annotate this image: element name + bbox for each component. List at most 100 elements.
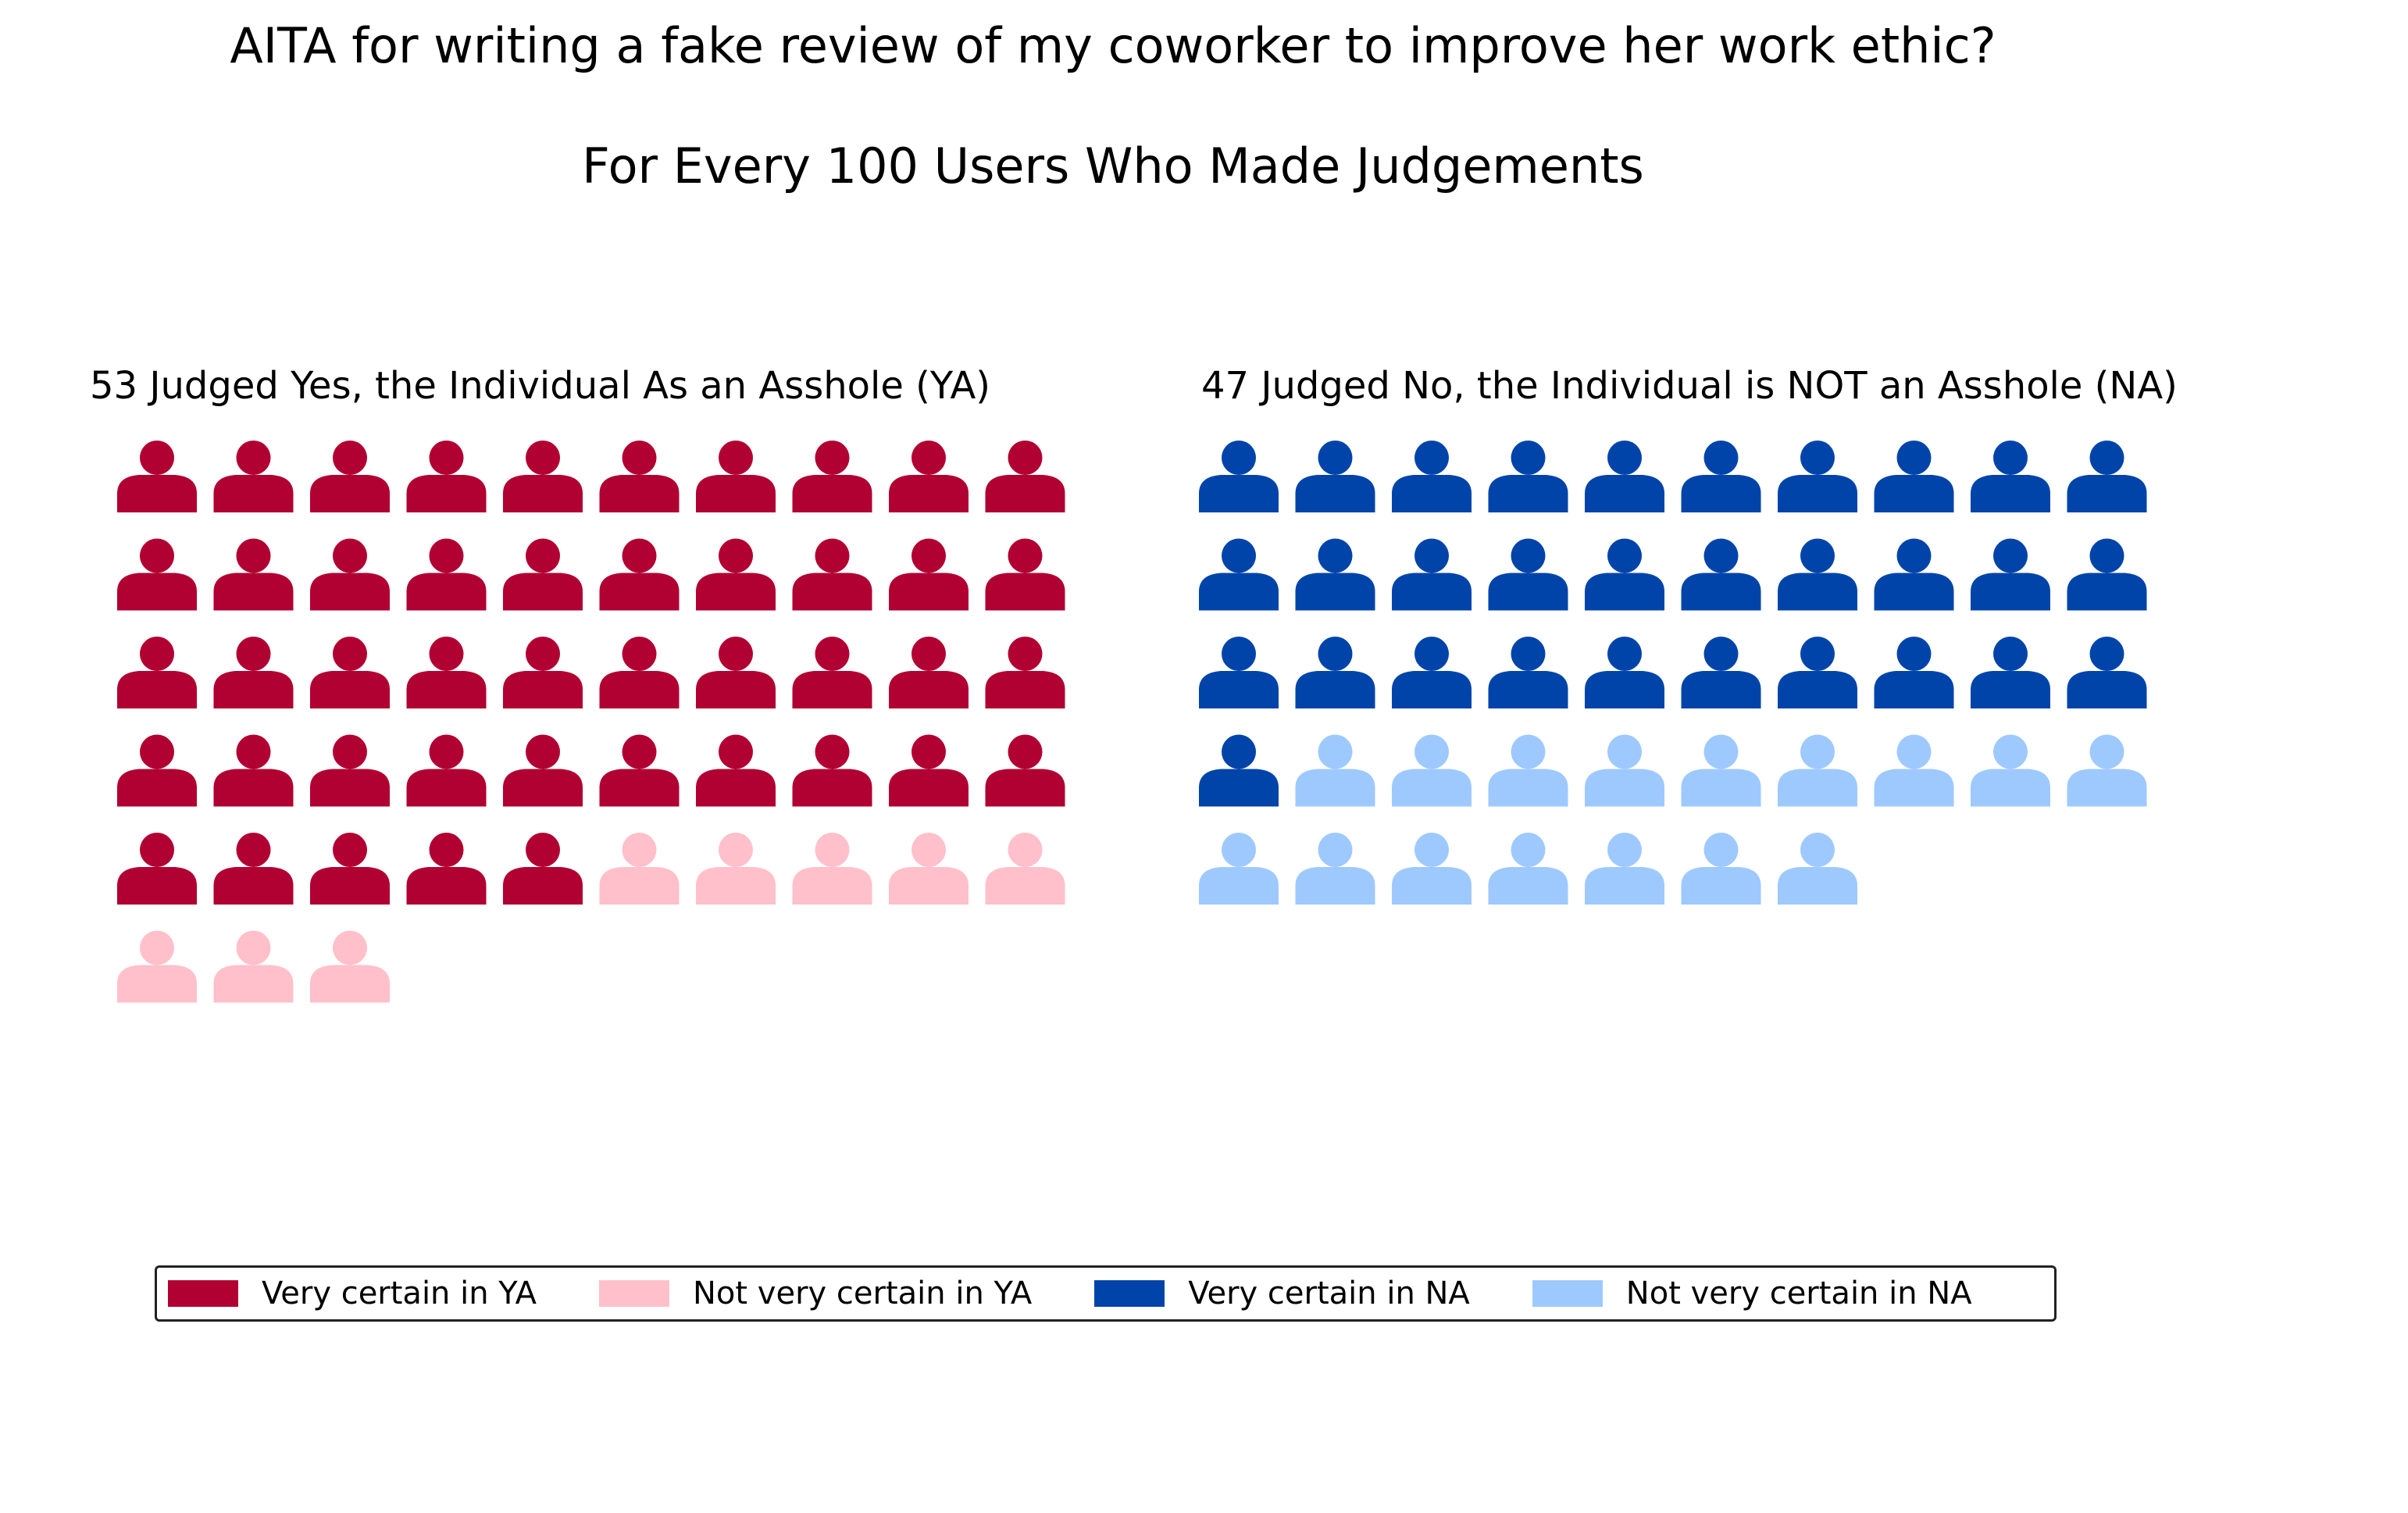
person-icon bbox=[310, 538, 390, 611]
person-icon bbox=[985, 637, 1065, 708]
legend-label: Very certain in NA bbox=[1188, 1276, 1470, 1311]
person-icon bbox=[117, 441, 197, 512]
person-icon bbox=[696, 538, 776, 611]
person-icon bbox=[503, 441, 583, 512]
person-icon bbox=[310, 441, 390, 512]
person-icon bbox=[406, 637, 487, 708]
person-icon bbox=[213, 637, 294, 708]
person-icon bbox=[1778, 441, 1857, 512]
person-icon bbox=[1585, 538, 1664, 611]
person-icon bbox=[2067, 637, 2147, 708]
person-icon bbox=[213, 734, 294, 807]
person-icon bbox=[117, 833, 197, 905]
legend: Very certain in YA Not very certain in Y… bbox=[155, 1265, 2057, 1322]
person-icon bbox=[503, 833, 583, 905]
person-icon bbox=[1392, 441, 1472, 512]
person-icon bbox=[1295, 734, 1375, 807]
person-icon bbox=[889, 637, 969, 708]
person-icon bbox=[213, 538, 294, 611]
ya-waffle-grid bbox=[117, 441, 1065, 1003]
legend-swatch bbox=[168, 1280, 238, 1307]
person-icon bbox=[599, 637, 680, 708]
legend-item-not-very-certain-ya: Not very certain in YA bbox=[599, 1276, 1032, 1311]
legend-item-not-very-certain-na: Not very certain in NA bbox=[1532, 1276, 1972, 1311]
na-waffle-grid bbox=[1199, 441, 2147, 905]
person-icon bbox=[117, 637, 197, 708]
person-icon bbox=[2067, 538, 2147, 611]
person-icon bbox=[1971, 441, 2050, 512]
person-icon bbox=[1488, 734, 1568, 807]
person-icon bbox=[1392, 538, 1472, 611]
person-icon bbox=[1199, 734, 1279, 807]
person-icon bbox=[1199, 441, 1279, 512]
person-icon bbox=[503, 637, 583, 708]
person-icon bbox=[310, 637, 390, 708]
person-icon bbox=[406, 833, 487, 905]
person-icon bbox=[406, 538, 487, 611]
legend-swatch bbox=[599, 1280, 669, 1307]
person-icon bbox=[696, 833, 776, 905]
person-icon bbox=[985, 538, 1065, 611]
person-icon bbox=[310, 833, 390, 905]
person-icon bbox=[792, 734, 872, 807]
legend-item-very-certain-ya: Very certain in YA bbox=[168, 1276, 537, 1311]
person-icon bbox=[1488, 637, 1568, 708]
person-icon bbox=[1488, 441, 1568, 512]
person-icon bbox=[213, 441, 294, 512]
person-icon bbox=[310, 734, 390, 807]
person-icon bbox=[1778, 734, 1857, 807]
person-icon bbox=[889, 734, 969, 807]
person-icon bbox=[1778, 538, 1857, 611]
ya-panel-title: 53 Judged Yes, the Individual As an Assh… bbox=[90, 364, 991, 408]
legend-label: Not very certain in YA bbox=[693, 1276, 1033, 1311]
person-icon bbox=[213, 930, 294, 1003]
person-icon bbox=[792, 441, 872, 512]
person-icon bbox=[310, 930, 390, 1003]
person-icon bbox=[599, 833, 680, 905]
person-icon bbox=[1874, 734, 1954, 807]
person-icon bbox=[1295, 538, 1375, 611]
person-icon bbox=[792, 538, 872, 611]
person-icon bbox=[117, 930, 197, 1003]
legend-swatch bbox=[1532, 1280, 1603, 1307]
na-panel-title: 47 Judged No, the Individual is NOT an A… bbox=[1201, 364, 2178, 408]
person-icon bbox=[1681, 734, 1761, 807]
person-icon bbox=[1778, 833, 1857, 905]
person-icon bbox=[1874, 637, 1954, 708]
person-icon bbox=[1681, 441, 1761, 512]
person-icon bbox=[1199, 637, 1279, 708]
person-icon bbox=[889, 538, 969, 611]
person-icon bbox=[696, 637, 776, 708]
person-icon bbox=[985, 734, 1065, 807]
person-icon bbox=[792, 833, 872, 905]
legend-swatch bbox=[1094, 1280, 1165, 1307]
person-icon bbox=[1681, 833, 1761, 905]
person-icon bbox=[696, 734, 776, 807]
person-icon bbox=[696, 441, 776, 512]
person-icon bbox=[599, 441, 680, 512]
person-icon bbox=[1199, 833, 1279, 905]
person-icon bbox=[1874, 441, 1954, 512]
person-icon bbox=[1874, 538, 1954, 611]
person-icon bbox=[1585, 637, 1664, 708]
person-icon bbox=[1295, 833, 1375, 905]
chart-title: AITA for writing a fake review of my cow… bbox=[230, 17, 1996, 74]
person-icon bbox=[792, 637, 872, 708]
person-icon bbox=[213, 833, 294, 905]
person-icon bbox=[1488, 538, 1568, 611]
person-icon bbox=[1392, 833, 1472, 905]
person-icon bbox=[985, 833, 1065, 905]
legend-label: Not very certain in NA bbox=[1625, 1276, 1972, 1311]
legend-label: Very certain in YA bbox=[262, 1276, 537, 1311]
person-icon bbox=[117, 538, 197, 611]
person-icon bbox=[599, 538, 680, 611]
person-icon bbox=[599, 734, 680, 807]
person-icon bbox=[2067, 441, 2147, 512]
person-icon bbox=[1971, 538, 2050, 611]
person-icon bbox=[1392, 637, 1472, 708]
person-icon bbox=[985, 441, 1065, 512]
person-icon bbox=[1971, 734, 2050, 807]
legend-item-very-certain-na: Very certain in NA bbox=[1094, 1276, 1470, 1311]
person-icon bbox=[406, 734, 487, 807]
person-icon bbox=[1295, 637, 1375, 708]
